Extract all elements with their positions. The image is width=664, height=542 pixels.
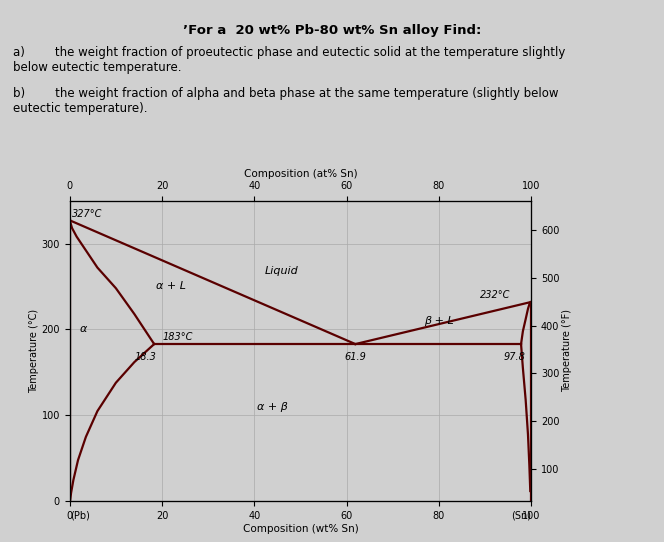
- Text: 183°C: 183°C: [162, 332, 193, 343]
- X-axis label: Composition (at% Sn): Composition (at% Sn): [244, 169, 357, 179]
- Text: α: α: [80, 325, 87, 334]
- Text: (Sn): (Sn): [511, 511, 531, 520]
- Text: 97.8: 97.8: [503, 352, 525, 362]
- Y-axis label: Temperature (°C): Temperature (°C): [29, 309, 39, 393]
- Text: 18.3: 18.3: [135, 352, 157, 362]
- Text: β + L: β + L: [424, 316, 454, 326]
- Y-axis label: Temperature (°F): Temperature (°F): [562, 309, 572, 392]
- Text: (Pb): (Pb): [70, 511, 90, 520]
- Text: b)        the weight fraction of alpha and beta phase at the same temperature (s: b) the weight fraction of alpha and beta…: [13, 87, 559, 115]
- Text: Liquid: Liquid: [265, 266, 299, 276]
- Text: ’For a  20 wt% Pb-80 wt% Sn alloy Find:: ’For a 20 wt% Pb-80 wt% Sn alloy Find:: [183, 24, 481, 37]
- Text: α + L: α + L: [156, 281, 186, 292]
- Text: 327°C: 327°C: [72, 209, 102, 218]
- X-axis label: Composition (wt% Sn): Composition (wt% Sn): [242, 524, 359, 534]
- Text: α + β: α + β: [258, 402, 288, 412]
- Text: 232°C: 232°C: [481, 290, 511, 300]
- Text: a)        the weight fraction of proeutectic phase and eutectic solid at the tem: a) the weight fraction of proeutectic ph…: [13, 46, 566, 74]
- Text: 61.9: 61.9: [345, 352, 367, 362]
